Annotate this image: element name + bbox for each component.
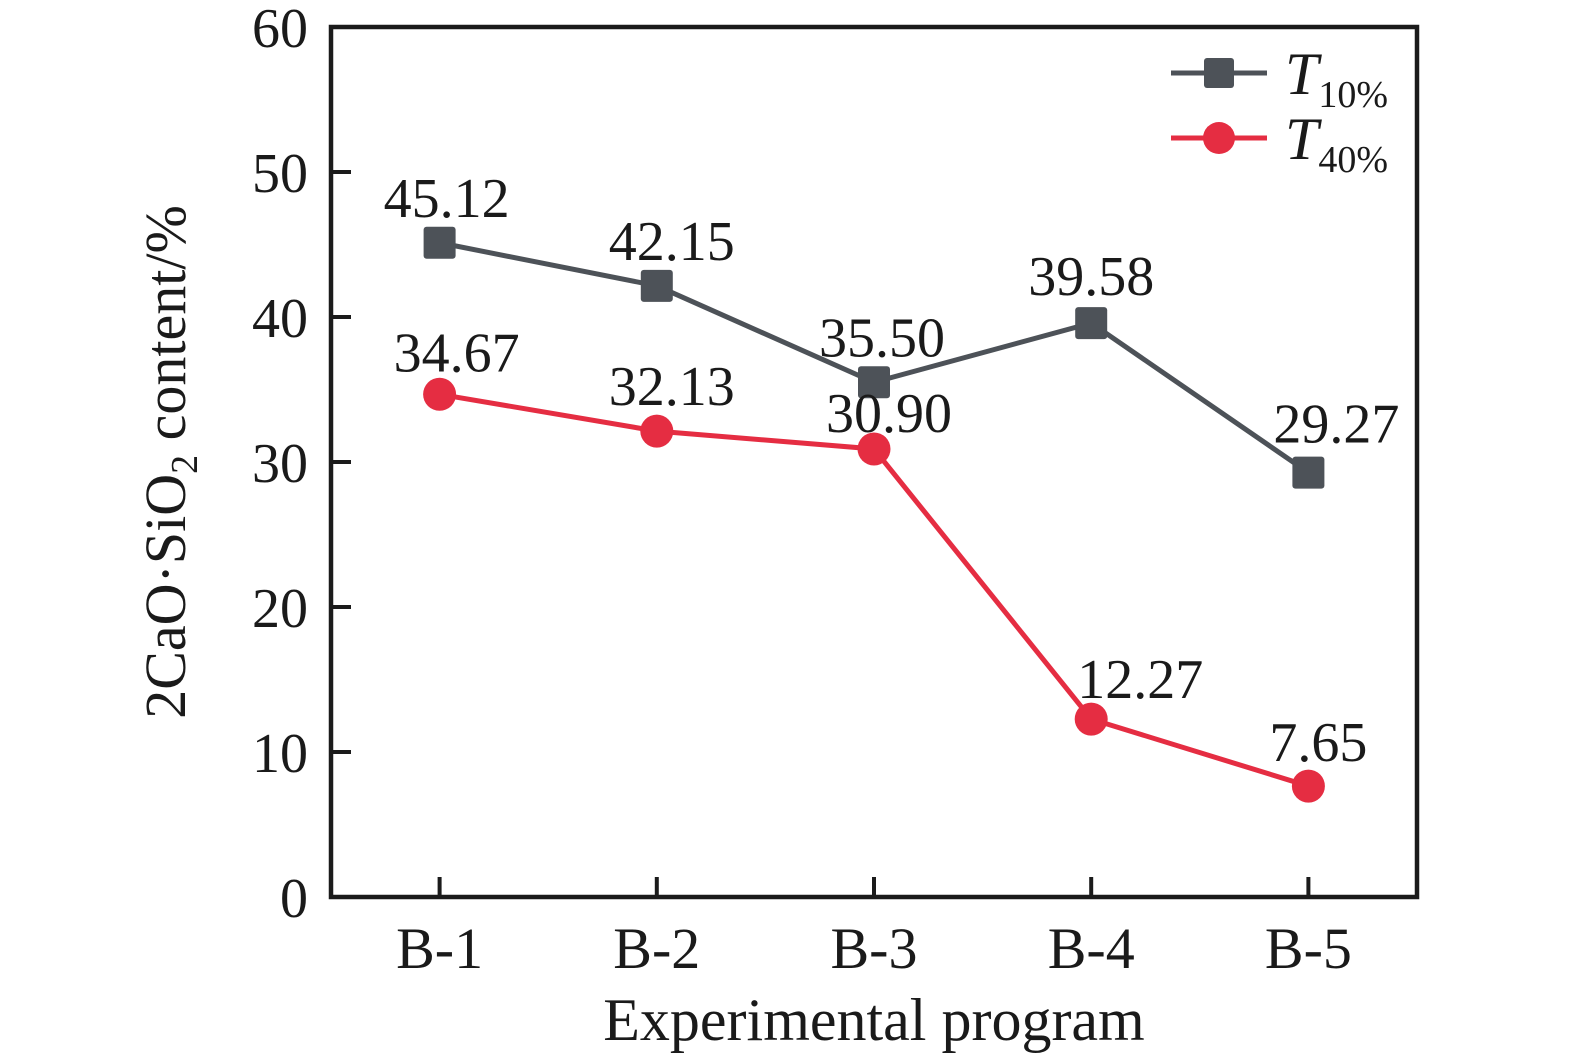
legend-marker-square <box>1204 58 1234 88</box>
legend-marker-circle <box>1203 122 1235 154</box>
data-point-label: 32.13 <box>609 356 735 418</box>
data-point-marker <box>640 414 674 448</box>
x-axis-title: Experimental program <box>603 987 1144 1053</box>
y-tick-label: 50 <box>252 143 308 205</box>
data-point-marker <box>1075 307 1108 340</box>
x-tick-label: B-5 <box>1265 916 1352 981</box>
y-axis-title: 2CaO·SiO2 content/% <box>133 205 206 719</box>
x-tick-label: B-2 <box>613 916 700 981</box>
data-point-marker <box>423 377 457 411</box>
legend-label: T10% <box>1285 41 1388 116</box>
data-point-label: 45.12 <box>384 168 510 230</box>
data-point-marker <box>423 226 456 259</box>
data-point-label: 35.50 <box>819 307 945 369</box>
y-tick-label: 10 <box>252 723 308 785</box>
data-point-marker <box>857 432 891 466</box>
y-tick-label: 60 <box>252 0 308 60</box>
y-tick-label: 30 <box>252 433 308 495</box>
data-point-marker <box>1074 702 1108 736</box>
x-tick-label: B-3 <box>831 916 918 981</box>
data-point-marker <box>1292 456 1325 489</box>
y-tick-label: 0 <box>280 868 308 930</box>
data-point-label: 29.27 <box>1273 394 1399 456</box>
data-point-marker <box>1291 769 1325 803</box>
legend-label: T40% <box>1285 106 1388 181</box>
y-tick-label: 20 <box>252 578 308 640</box>
data-point-label: 30.90 <box>826 383 952 445</box>
x-tick-label: B-4 <box>1048 916 1135 981</box>
data-point-marker <box>858 366 890 399</box>
data-point-marker <box>640 269 673 302</box>
data-point-label: 12.27 <box>1077 649 1203 711</box>
data-point-label: 42.15 <box>609 211 735 273</box>
data-point-label: 7.65 <box>1269 712 1367 774</box>
y-tick-label: 40 <box>252 288 308 350</box>
data-point-label: 34.67 <box>394 322 520 384</box>
data-point-label: 39.58 <box>1028 246 1154 308</box>
x-tick-label: B-1 <box>396 916 483 981</box>
